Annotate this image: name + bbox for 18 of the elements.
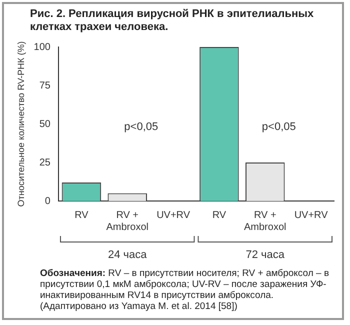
y-tick-label: 25 (39, 157, 51, 168)
y-tick-label: 50 (39, 118, 51, 130)
annotation: p<0,05 (124, 121, 158, 134)
y-tick-label: 75 (39, 80, 51, 92)
x-tick-label: RV (212, 210, 226, 221)
x-tick-label: UV+RV (294, 210, 328, 221)
text: Обозначения: RV – в присутствии носителя; RV + амброксол – в присутствии 0,1 мкМ амброксола; UV-RV – после заражения УФ-инактивированным RV14 в присутствии амброксола. (Адаптировано из Yamaya M. et al. 2014 [58]) (40, 268, 330, 312)
x-tick-label: RV + Ambroxol (244, 210, 286, 233)
y-tick-label: 0 (44, 196, 51, 207)
y-tick-label: 100 (34, 42, 51, 53)
text: 72 часа (246, 249, 286, 261)
y-axis-title: Относительное количество RV-РНК (%) (16, 41, 26, 207)
chart-title: Рис. 2. Репликация вирусной РНК в эпителиальных клетках трахеи человека. (30, 8, 315, 34)
x-tick-label: RV (74, 210, 89, 221)
text: 24 часа (108, 249, 148, 261)
x-tick-label: RV + Ambroxol (106, 210, 148, 233)
annotation: p<0,05 (262, 121, 296, 134)
x-tick-label: UV+RV (156, 210, 190, 221)
